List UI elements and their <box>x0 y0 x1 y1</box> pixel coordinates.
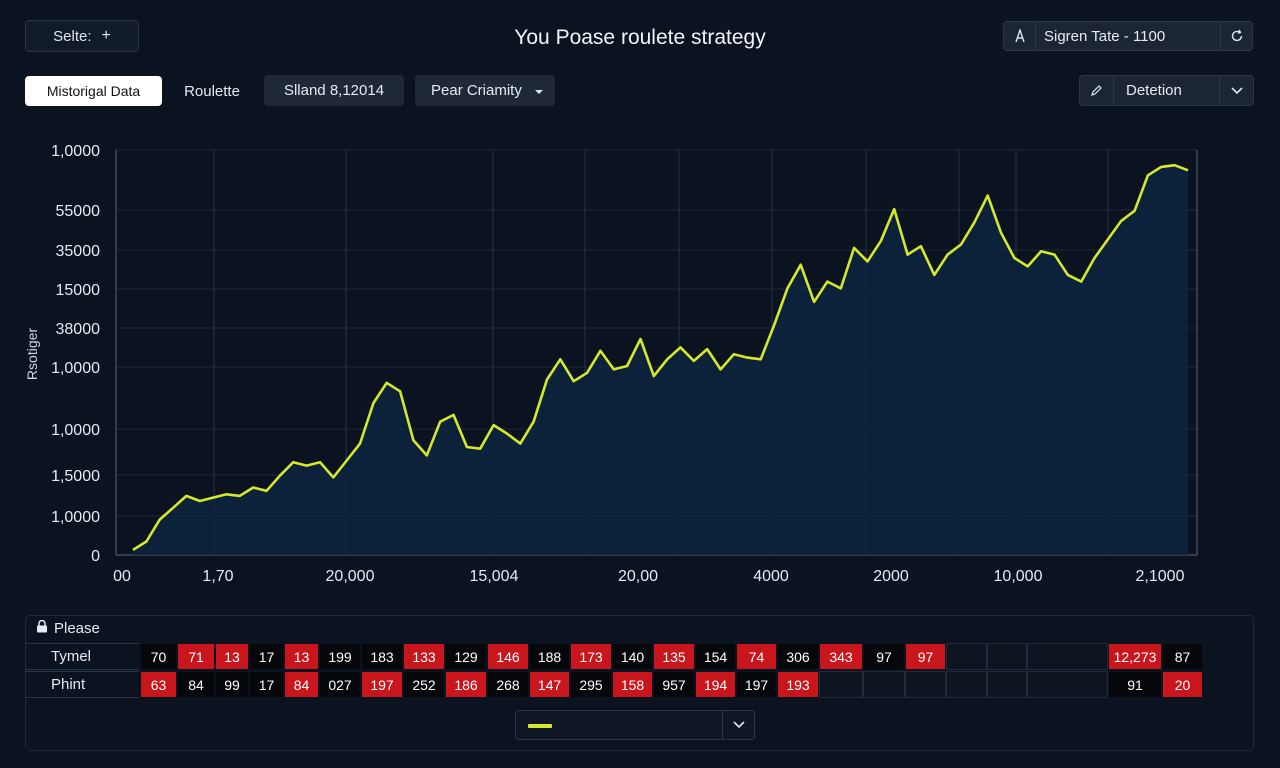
select-button[interactable]: Selte: + <box>25 20 139 52</box>
result-cell: 84 <box>284 671 319 698</box>
plus-icon: + <box>101 27 111 44</box>
chevron-down-icon <box>722 711 754 739</box>
result-cell: 199 <box>319 643 361 670</box>
result-cell: 147 <box>529 671 570 698</box>
lock-icon <box>36 619 48 637</box>
result-cell: 197 <box>361 671 403 698</box>
series-line <box>132 163 1189 552</box>
result-cell <box>987 643 1027 670</box>
result-cell: 186 <box>445 671 487 698</box>
result-cell: 173 <box>570 643 612 670</box>
y-tick-label: 55000 <box>56 203 101 220</box>
result-cell: 97 <box>863 643 905 670</box>
page-title: You Poase roulete strategy <box>514 26 766 49</box>
result-cell <box>863 671 905 698</box>
result-cell: 193 <box>777 671 819 698</box>
result-cell: 91 <box>1108 671 1162 698</box>
series-area <box>133 165 1188 555</box>
y-tick-label: 38000 <box>56 321 101 338</box>
y-tick-label: 35000 <box>56 243 101 260</box>
result-cell: 74 <box>736 643 777 670</box>
y-tick-label: 1,0000 <box>51 422 100 439</box>
result-cell: 12,273 <box>1108 643 1162 670</box>
chevron-down-icon <box>1219 76 1253 105</box>
result-cell: 70 <box>140 643 177 670</box>
result-cell: 13 <box>284 643 319 670</box>
result-cell: 140 <box>612 643 653 670</box>
y-axis-label: Rsotiger <box>24 328 40 380</box>
result-cell: 194 <box>695 671 736 698</box>
result-cell: 71 <box>177 643 215 670</box>
select-label: Selte: <box>53 27 92 45</box>
result-cell: 957 <box>653 671 695 698</box>
pear-dropdown-label: Pear Criamity <box>431 82 522 99</box>
series-swatch <box>528 724 552 728</box>
y-tick-label: 0 <box>91 548 100 565</box>
result-cell: 13 <box>215 643 249 670</box>
result-cell: 87 <box>1162 643 1203 670</box>
result-cell: 20 <box>1162 671 1203 698</box>
strategy-selector-label: Sigren Tate - 1100 <box>1044 27 1166 45</box>
strategy-chart: 1,0000 55000 35000 15000 38000 1,0000 1,0000 1,… <box>0 130 1280 600</box>
x-tick-label: 20,00 <box>618 568 658 585</box>
x-tick-label: 1,70 <box>202 568 233 585</box>
x-tick-label: 2000 <box>873 568 909 585</box>
strategy-selector[interactable]: Sigren Tate - 1100 <box>1003 21 1253 51</box>
pear-dropdown[interactable]: Pear Criamity <box>415 75 555 106</box>
sland-button[interactable]: Slland 8,12014 <box>264 75 404 106</box>
result-cell: 183 <box>361 643 403 670</box>
result-cell: 99 <box>215 671 249 698</box>
tab-roulette[interactable]: Roulette <box>184 82 240 100</box>
result-cell: 295 <box>570 671 612 698</box>
result-cell: 268 <box>487 671 529 698</box>
result-cell <box>1027 643 1108 670</box>
a-icon[interactable] <box>1004 22 1036 50</box>
y-tick-label: 1,0000 <box>51 143 100 160</box>
x-tick-label: 10,000 <box>994 568 1043 585</box>
result-cell: 133 <box>403 643 445 670</box>
series-dropdown[interactable] <box>515 710 755 740</box>
result-cell: 63 <box>140 671 177 698</box>
y-tick-label: 15000 <box>56 282 101 299</box>
row-label: Tymel <box>25 643 139 670</box>
result-cell <box>905 671 946 698</box>
result-cell: 343 <box>819 643 863 670</box>
chevron-down-icon <box>534 82 544 99</box>
result-cell: 154 <box>695 643 736 670</box>
result-cell: 252 <box>403 671 445 698</box>
pencil-icon <box>1080 76 1114 105</box>
result-cell: 197 <box>736 671 777 698</box>
result-cell: 17 <box>249 671 284 698</box>
y-tick-label: 1,5000 <box>51 468 100 485</box>
result-cell: 146 <box>487 643 529 670</box>
result-cell: 97 <box>905 643 946 670</box>
tab-historical-data[interactable]: Mistorigal Data <box>25 76 162 106</box>
x-tick-label: 2,1000 <box>1136 568 1185 585</box>
result-cell: 188 <box>529 643 570 670</box>
result-cell <box>1027 671 1108 698</box>
x-tick-label: 20,000 <box>326 568 375 585</box>
result-cell: 306 <box>777 643 819 670</box>
detetion-dropdown-label: Detetion <box>1126 82 1182 99</box>
refresh-icon[interactable] <box>1220 22 1252 50</box>
panel-title-label: Please <box>54 620 100 637</box>
row-label: Phint <box>25 671 139 698</box>
result-cell: 135 <box>653 643 695 670</box>
y-tick-label: 1,0000 <box>51 509 100 526</box>
result-cell: 17 <box>249 643 284 670</box>
result-cell: 158 <box>612 671 653 698</box>
x-tick-label: 4000 <box>753 568 789 585</box>
result-cell <box>946 671 987 698</box>
result-cell: 129 <box>445 643 487 670</box>
y-tick-label: 1,0000 <box>51 360 100 377</box>
x-tick-label: 15,004 <box>470 568 519 585</box>
detetion-dropdown[interactable]: Detetion <box>1079 75 1254 106</box>
result-cell <box>946 643 987 670</box>
result-cell <box>819 671 863 698</box>
panel-title: Please <box>36 619 100 637</box>
result-cell <box>987 671 1027 698</box>
result-cell: 84 <box>177 671 215 698</box>
result-cell: 027 <box>319 671 361 698</box>
x-tick-label: 00 <box>113 568 131 585</box>
